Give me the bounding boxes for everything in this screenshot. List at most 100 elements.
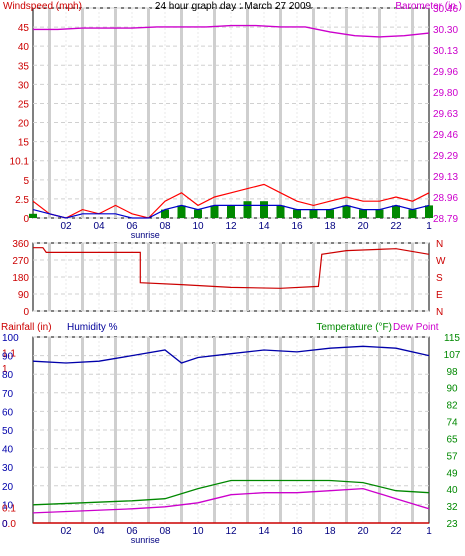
x-tick-label: 18 [324, 526, 336, 537]
humidity-tick-label: 60 [2, 407, 14, 418]
gust-bar [293, 209, 301, 218]
temperature-tick-label: 115 [444, 333, 460, 344]
temperature-tick-label: 98 [446, 367, 458, 378]
x-tick-label: 02 [60, 221, 72, 232]
temperature-tick-label: 65 [446, 434, 458, 445]
gust-bar [342, 205, 351, 218]
temperature-tick-label: 57 [446, 451, 458, 462]
gust-bar [210, 205, 219, 218]
left-tick-label: 20 [18, 119, 30, 130]
right-tick-label: 30.13 [433, 46, 458, 57]
x-tick-label: 14 [258, 221, 270, 232]
compass-tick-label: S [436, 273, 443, 284]
humidity-tick-label: 90 [2, 352, 14, 363]
right-tick-label: 30.46 [433, 4, 458, 15]
left-tick-label: 40 [18, 42, 30, 53]
wind-direction-line [33, 247, 430, 289]
x-tick-label: 1 [426, 526, 432, 537]
x-tick-label: 06 [126, 221, 138, 232]
gust-bar [243, 201, 252, 218]
humidity-tick-label: 30 [2, 463, 14, 474]
wind-average-line [32, 204, 430, 219]
direction-tick-label: 180 [12, 273, 29, 284]
right-tick-label: 29.46 [433, 130, 458, 141]
humidity-axis-title: Humidity % [67, 322, 118, 333]
temperature-tick-label: 107 [444, 350, 461, 361]
rainfall-tick-label: 0.0 [2, 519, 16, 530]
x-tick-label: 10 [192, 221, 204, 232]
left-tick-label: 35 [18, 61, 30, 72]
x-tick-label: 20 [357, 221, 369, 232]
left-tick-label: 30 [18, 80, 30, 91]
left-tick-label: 45 [18, 23, 30, 34]
direction-tick-label: 360 [12, 239, 29, 250]
x-tick-label: 16 [291, 526, 303, 537]
gust-bar [227, 205, 235, 218]
right-tick-label: 28.96 [433, 193, 458, 204]
temperature-axis-title: Temperature (°F) [316, 322, 392, 333]
x-tick-label: 04 [93, 221, 105, 232]
x-tick-label: 10 [192, 526, 204, 537]
right-tick-label: 29.80 [433, 88, 458, 99]
x-tick-label: 08 [159, 221, 171, 232]
rainfall-tick-label: 1.1 [2, 349, 16, 360]
rainfall-axis-title: Rainfall (in) [1, 322, 52, 333]
humidity-tick-label: 80 [2, 370, 14, 381]
dewpoint-axis-title: Dew Point [393, 322, 439, 333]
humidity-tick-label: 20 [2, 482, 14, 493]
left-tick-label: 0 [23, 214, 29, 225]
temperature-tick-label: 49 [446, 468, 458, 479]
gust-bar [161, 209, 169, 218]
left-tick-label: 10.1 [10, 157, 30, 168]
sunrise-label: sunrise [131, 230, 160, 240]
direction-tick-label: 270 [12, 256, 29, 267]
x-tick-label: 20 [357, 526, 369, 537]
humidity-tick-label: 0 [2, 519, 8, 530]
humidity-tick-label: 10 [2, 500, 14, 511]
x-tick-label: 12 [225, 526, 237, 537]
humidity-tick-label: 40 [2, 445, 14, 456]
x-tick-label: 12 [225, 221, 237, 232]
x-tick-label: 18 [324, 221, 336, 232]
x-tick-label: 1 [426, 221, 432, 232]
gust-bar [375, 209, 384, 218]
x-tick-label: 08 [159, 526, 171, 537]
sunrise-label: sunrise [131, 535, 160, 545]
rainfall-tick-label: 1 [2, 364, 8, 375]
gust-bar [309, 209, 318, 218]
x-tick-label: 04 [93, 526, 105, 537]
humidity-tick-label: 50 [2, 426, 14, 437]
x-tick-label: 16 [291, 221, 303, 232]
humidity-tick-label: 70 [2, 389, 14, 400]
gust-bar [276, 205, 285, 218]
gust-bar [408, 209, 417, 218]
compass-tick-label: W [436, 256, 446, 267]
left-axis-title: Windspeed (mph) [3, 1, 82, 12]
x-tick-label: 02 [60, 526, 72, 537]
temperature-tick-label: 82 [446, 401, 458, 412]
gust-bar [359, 209, 367, 218]
temperature-tick-label: 40 [446, 485, 458, 496]
gust-bar [177, 205, 186, 218]
gust-bar [29, 213, 37, 218]
rainfall-tick-label: 0.1 [2, 504, 16, 515]
gust-bar [425, 205, 433, 218]
right-tick-label: 29.29 [433, 151, 458, 162]
humidity-tick-label: 100 [2, 333, 19, 344]
gust-bar [260, 201, 268, 218]
dewpoint-line [32, 487, 430, 514]
chart-title: 24 hour graph day : March 27 2009 [155, 1, 312, 12]
x-tick-label: 22 [390, 221, 402, 232]
gust-bar [194, 209, 202, 218]
right-axis-title: Barometer (in.) [395, 1, 462, 12]
temperature-tick-label: 74 [446, 418, 458, 429]
left-tick-label: 15 [18, 138, 30, 149]
humidity-line [32, 345, 430, 364]
gust-bar [392, 205, 400, 218]
right-tick-label: 29.63 [433, 109, 458, 120]
top-panel: Windspeed (mph) 24 hour graph day : March… [3, 1, 462, 240]
barometer-line [33, 24, 430, 38]
